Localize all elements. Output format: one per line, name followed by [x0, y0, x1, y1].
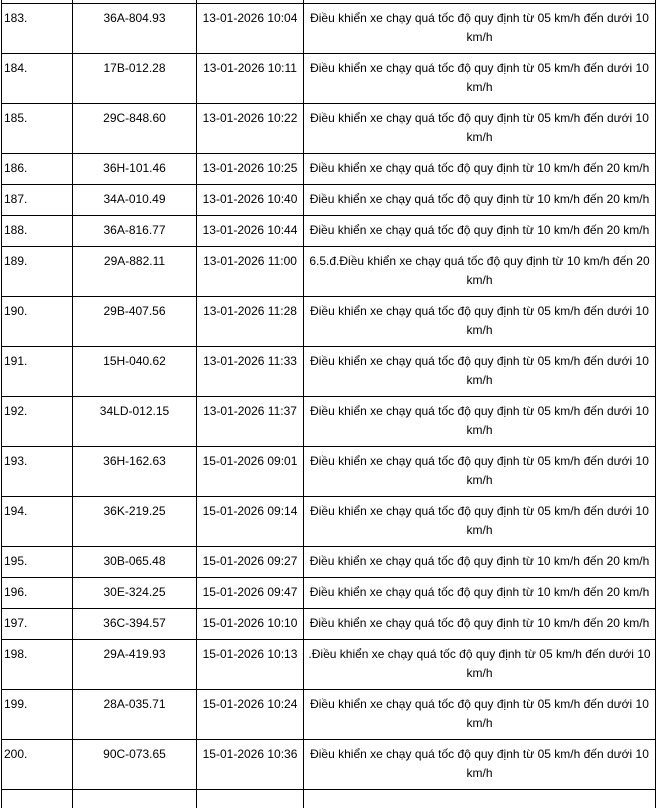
- row-number: 190.: [1, 296, 73, 347]
- violation-description: Điều khiển xe chạy quá tốc độ quy định t…: [303, 53, 656, 104]
- table-row: 197. 36C-394.57 15-01-2026 10:10 Điều kh…: [1, 608, 656, 640]
- violation-datetime: 15-01-2026 09:47: [196, 577, 304, 609]
- violation-datetime: 15-01-2026 09:01: [196, 446, 304, 497]
- violation-datetime: 13-01-2026 10:04: [196, 3, 304, 54]
- violation-description: Điều khiển xe chạy quá tốc độ quy định t…: [303, 346, 656, 397]
- violation-datetime: 13-01-2026 10:22: [196, 103, 304, 154]
- license-plate: 34A-010.49: [72, 184, 197, 216]
- violation-description: Điều khiển xe chạy quá tốc độ quy định t…: [303, 153, 656, 185]
- row-number: 198.: [1, 639, 73, 690]
- empty-cell: [196, 789, 304, 808]
- row-number: 186.: [1, 153, 73, 185]
- table-row: 185. 29C-848.60 13-01-2026 10:22 Điều kh…: [1, 103, 656, 154]
- row-number: 183.: [1, 3, 73, 54]
- table-row: 196. 30E-324.25 15-01-2026 09:47 Điều kh…: [1, 577, 656, 609]
- row-number: 193.: [1, 446, 73, 497]
- table-row: 198. 29A-419.93 15-01-2026 10:13 .Điều k…: [1, 639, 656, 690]
- license-plate: 15H-040.62: [72, 346, 197, 397]
- license-plate: 36H-101.46: [72, 153, 197, 185]
- violation-description: Điều khiển xe chạy quá tốc độ quy định t…: [303, 496, 656, 547]
- table-row: 195. 30B-065.48 15-01-2026 09:27 Điều kh…: [1, 546, 656, 578]
- violation-datetime: 15-01-2026 10:24: [196, 689, 304, 740]
- violation-datetime: 15-01-2026 09:27: [196, 546, 304, 578]
- license-plate: 29B-407.56: [72, 296, 197, 347]
- row-number: 195.: [1, 546, 73, 578]
- violation-description: Điều khiển xe chạy quá tốc độ quy định t…: [303, 739, 656, 790]
- violation-description: Điều khiển xe chạy quá tốc độ quy định t…: [303, 296, 656, 347]
- row-number: 197.: [1, 608, 73, 640]
- license-plate: 36C-394.57: [72, 608, 197, 640]
- license-plate: 30E-324.25: [72, 577, 197, 609]
- table-row: 199. 28A-035.71 15-01-2026 10:24 Điều kh…: [1, 689, 656, 740]
- license-plate: 29C-848.60: [72, 103, 197, 154]
- license-plate: 36H-162.63: [72, 446, 197, 497]
- table-row: 183. 36A-804.93 13-01-2026 10:04 Điều kh…: [1, 3, 656, 54]
- row-number: 184.: [1, 53, 73, 104]
- table-row: 186. 36H-101.46 13-01-2026 10:25 Điều kh…: [1, 153, 656, 185]
- violation-description: Điều khiển xe chạy quá tốc độ quy định t…: [303, 608, 656, 640]
- empty-cell: [1, 789, 73, 808]
- row-number: 191.: [1, 346, 73, 397]
- row-number: 196.: [1, 577, 73, 609]
- violation-datetime: 15-01-2026 10:36: [196, 739, 304, 790]
- violation-datetime: 13-01-2026 10:11: [196, 53, 304, 104]
- violation-datetime: 13-01-2026 11:37: [196, 396, 304, 447]
- row-number: 200.: [1, 739, 73, 790]
- row-number: 194.: [1, 496, 73, 547]
- license-plate: 36A-804.93: [72, 3, 197, 54]
- row-number: 192.: [1, 396, 73, 447]
- row-number: 187.: [1, 184, 73, 216]
- table-row: 192. 34LD-012.15 13-01-2026 11:37 Điều k…: [1, 396, 656, 447]
- table-row: 189. 29A-882.11 13-01-2026 11:00 6.5.đ.Đ…: [1, 246, 656, 297]
- row-number: 188.: [1, 215, 73, 247]
- violation-datetime: 15-01-2026 09:14: [196, 496, 304, 547]
- empty-cell: [303, 789, 656, 808]
- violation-description: Điều khiển xe chạy quá tốc độ quy định t…: [303, 103, 656, 154]
- license-plate: 29A-882.11: [72, 246, 197, 297]
- license-plate: 90C-073.65: [72, 739, 197, 790]
- row-number: 189.: [1, 246, 73, 297]
- license-plate: 30B-065.48: [72, 546, 197, 578]
- table-row: 200. 90C-073.65 15-01-2026 10:36 Điều kh…: [1, 739, 656, 790]
- violation-description: Điều khiển xe chạy quá tốc độ quy định t…: [303, 446, 656, 497]
- license-plate: 36K-219.25: [72, 496, 197, 547]
- violation-datetime: 13-01-2026 11:00: [196, 246, 304, 297]
- violation-datetime: 13-01-2026 10:40: [196, 184, 304, 216]
- row-number: 185.: [1, 103, 73, 154]
- license-plate: 34LD-012.15: [72, 396, 197, 447]
- partial-row-bottom: [1, 789, 656, 808]
- empty-cell: [72, 789, 197, 808]
- violation-description: Điều khiển xe chạy quá tốc độ quy định t…: [303, 396, 656, 447]
- violation-description: Điều khiển xe chạy quá tốc độ quy định t…: [303, 184, 656, 216]
- table-row: 188. 36A-816.77 13-01-2026 10:44 Điều kh…: [1, 215, 656, 247]
- table-row: 193. 36H-162.63 15-01-2026 09:01 Điều kh…: [1, 446, 656, 497]
- license-plate: 36A-816.77: [72, 215, 197, 247]
- violation-description: .Điều khiển xe chạy quá tốc độ quy định …: [303, 639, 656, 690]
- violation-description: Điều khiển xe chạy quá tốc độ quy định t…: [303, 546, 656, 578]
- violation-description: Điều khiển xe chạy quá tốc độ quy định t…: [303, 3, 656, 54]
- violation-datetime: 13-01-2026 10:25: [196, 153, 304, 185]
- violation-description: Điều khiển xe chạy quá tốc độ quy định t…: [303, 689, 656, 740]
- row-number: 199.: [1, 689, 73, 740]
- table-row: 191. 15H-040.62 13-01-2026 11:33 Điều kh…: [1, 346, 656, 397]
- violation-datetime: 13-01-2026 11:28: [196, 296, 304, 347]
- violation-datetime: 15-01-2026 10:13: [196, 639, 304, 690]
- violation-datetime: 13-01-2026 10:44: [196, 215, 304, 247]
- violation-description: 6.5.đ.Điều khiển xe chạy quá tốc độ quy …: [303, 246, 656, 297]
- violation-description: Điều khiển xe chạy quá tốc độ quy định t…: [303, 215, 656, 247]
- license-plate: 17B-012.28: [72, 53, 197, 104]
- license-plate: 28A-035.71: [72, 689, 197, 740]
- violation-datetime: 15-01-2026 10:10: [196, 608, 304, 640]
- license-plate: 29A-419.93: [72, 639, 197, 690]
- table-row: 184. 17B-012.28 13-01-2026 10:11 Điều kh…: [1, 53, 656, 104]
- table-row: 194. 36K-219.25 15-01-2026 09:14 Điều kh…: [1, 496, 656, 547]
- violation-description: Điều khiển xe chạy quá tốc độ quy định t…: [303, 577, 656, 609]
- table-row: 190. 29B-407.56 13-01-2026 11:28 Điều kh…: [1, 296, 656, 347]
- violation-datetime: 13-01-2026 11:33: [196, 346, 304, 397]
- table-row: 187. 34A-010.49 13-01-2026 10:40 Điều kh…: [1, 184, 656, 216]
